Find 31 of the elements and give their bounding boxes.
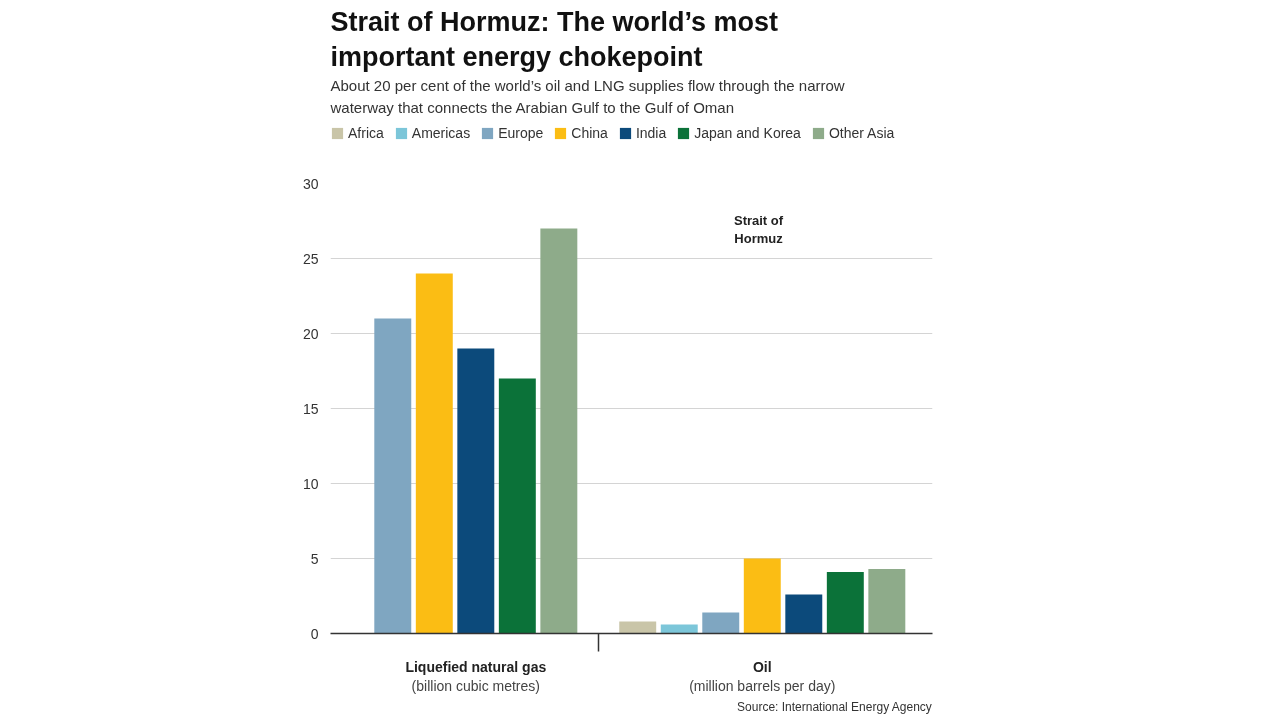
bar — [743, 558, 781, 634]
legend-label: China — [571, 125, 608, 141]
source-note: Source: International Energy Agency — [737, 699, 932, 714]
bar — [498, 378, 536, 634]
bar — [540, 228, 578, 634]
legend-label: Africa — [348, 125, 384, 141]
bar — [415, 273, 453, 634]
y-tick-label: 15 — [302, 400, 319, 417]
bar — [826, 572, 864, 634]
category-label: Liquefied natural gas (billion cubic metres) — [405, 658, 547, 694]
y-tick-label: 30 — [302, 175, 319, 192]
chart-title: Strait of Hormuz: The world’s most important energy chokepoint — [330, 7, 779, 72]
legend-label: Europe — [498, 125, 544, 141]
y-tick-label: 10 — [302, 475, 319, 492]
y-tick-label: 5 — [310, 550, 319, 567]
bar — [457, 348, 495, 634]
bar — [868, 569, 906, 634]
bar — [619, 621, 657, 634]
y-tick-label: 20 — [302, 325, 319, 342]
y-tick-label: 25 — [302, 250, 319, 267]
category-label: Oil (million barrels per day) — [689, 658, 836, 694]
bar — [702, 612, 740, 634]
legend-label: Other Asia — [828, 125, 895, 141]
legend-label: Americas — [411, 125, 471, 141]
bar — [785, 594, 823, 634]
legend-label: Japan and Korea — [694, 125, 801, 141]
bar — [374, 318, 412, 634]
legend-label: India — [635, 125, 667, 141]
y-tick-label: 0 — [310, 625, 319, 642]
chart-subtitle: About 20 per cent of the world’s oil and LNG supplies flow through the narrow waterway that connects the Arabian Gulf to the Gulf of Oman — [329, 77, 845, 116]
annotation: Strait of Hormuz — [733, 212, 784, 246]
